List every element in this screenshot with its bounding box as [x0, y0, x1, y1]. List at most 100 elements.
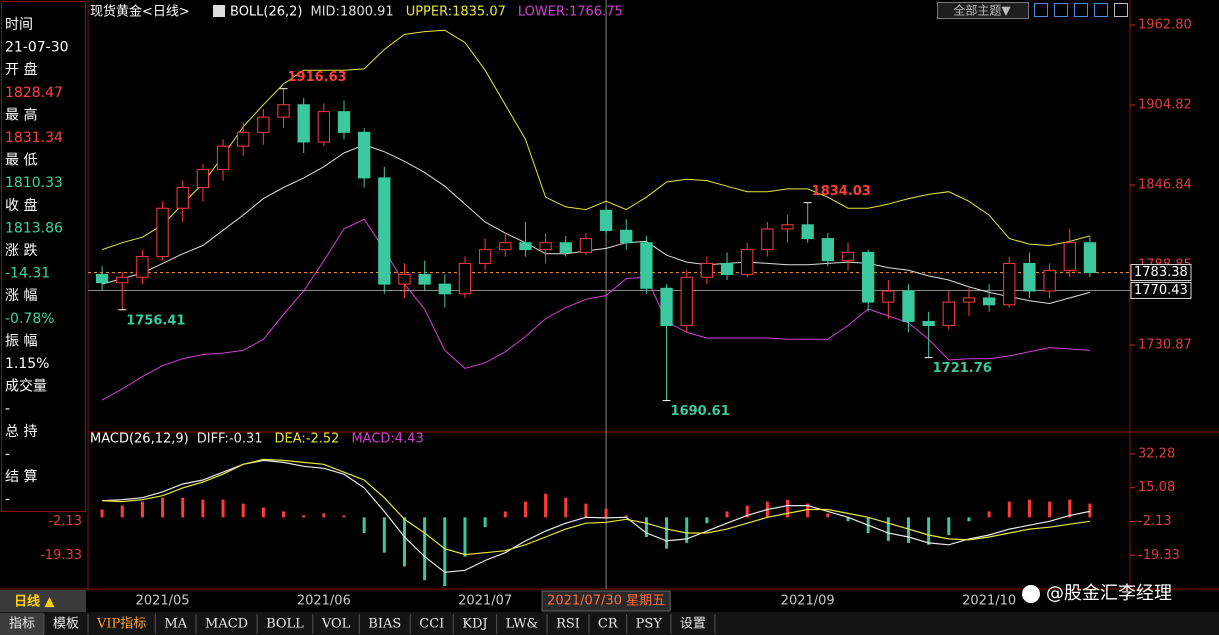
candle-body	[882, 290, 895, 303]
macd-line	[102, 459, 1091, 573]
period-button[interactable]: 日线 ▲	[14, 594, 55, 610]
y-tick-label: -19.33	[1138, 548, 1180, 563]
macd-bar	[181, 497, 185, 518]
candle-body	[358, 131, 371, 179]
y-tick-label: 1962.80	[1138, 17, 1192, 32]
macd-bar	[302, 515, 306, 518]
candle-body	[962, 297, 976, 303]
extreme-label: 1916.63	[288, 70, 347, 85]
crosshair-price: 1770.43	[1134, 283, 1188, 298]
tab[interactable]: 指标	[9, 617, 35, 632]
sidebar-value: 1828.47	[5, 85, 63, 101]
tab[interactable]: MA	[164, 617, 187, 632]
macd-bar	[947, 517, 951, 536]
candle-body	[277, 104, 290, 118]
watermark-logo	[1022, 585, 1040, 603]
candle-body	[761, 228, 774, 251]
candle-body	[1063, 242, 1076, 271]
macd-bar	[342, 515, 346, 518]
indicator-icon[interactable]	[213, 5, 225, 17]
tab-active-bg	[0, 613, 45, 635]
candle-body	[982, 297, 996, 306]
macd-bar	[786, 499, 790, 518]
sidebar-label: 收 盘	[5, 197, 37, 214]
tab[interactable]: 模板	[53, 617, 79, 632]
tab[interactable]: CCI	[419, 617, 444, 632]
theme-button-bg[interactable]	[937, 2, 1029, 19]
candle-body	[801, 224, 814, 240]
macd-bar	[322, 513, 326, 518]
sidebar-label: 结 算	[5, 469, 37, 485]
tab[interactable]: MACD	[205, 617, 248, 632]
x-tick-label: 2021/09	[781, 594, 835, 609]
tab[interactable]: VIP指标	[96, 617, 146, 632]
legend-item: MID:1800.91	[311, 5, 394, 20]
x-tick-label: 2021/10	[962, 594, 1016, 609]
sidebar-value: -	[5, 446, 10, 462]
sidebar-frame	[1, 1, 86, 512]
candle-body	[136, 256, 149, 278]
theme-button[interactable]: 全部主题▼	[953, 3, 1011, 18]
icon-settings[interactable]	[1114, 3, 1128, 17]
tab[interactable]: 设置	[680, 617, 706, 632]
macd-bar	[665, 517, 669, 549]
watermark: @股金汇李经理	[1046, 583, 1172, 604]
icon-zoom[interactable]	[1054, 3, 1068, 17]
macd-bar	[826, 513, 830, 518]
macd-bar	[564, 497, 568, 518]
macd-bar	[402, 517, 406, 567]
candle-body	[1003, 262, 1016, 306]
macd-bar	[382, 517, 386, 553]
legend-item: MACD(26,12,9)	[90, 432, 189, 447]
icon-draw[interactable]	[1094, 3, 1108, 17]
candle-body	[741, 249, 754, 275]
sidebar-label: 最 高	[5, 106, 37, 123]
candle-body	[317, 111, 330, 143]
tab[interactable]: RSI	[556, 617, 580, 632]
macd-bar	[1088, 503, 1092, 518]
candle-body	[660, 287, 673, 327]
period-button-bg[interactable]	[0, 590, 86, 612]
candle-body	[478, 249, 492, 264]
macd-bar	[503, 511, 507, 518]
macd-line	[102, 458, 1090, 556]
macd-bar	[927, 517, 931, 545]
y-tick-label: 1730.87	[1138, 338, 1192, 353]
candle-body	[539, 242, 552, 251]
toolbar-icons	[1034, 3, 1128, 17]
sidebar-label: 最 低	[5, 153, 37, 169]
tab[interactable]: KDJ	[462, 617, 487, 632]
candle-body	[902, 290, 915, 322]
crosshair-date-box	[541, 590, 671, 612]
macd-bar	[443, 517, 447, 587]
macd-bar	[100, 509, 104, 518]
tab[interactable]: LW&	[506, 617, 538, 632]
macd-bar	[221, 499, 225, 518]
tab[interactable]: VOL	[321, 617, 351, 632]
candle-body	[418, 273, 431, 285]
sidebar-value: 1813.86	[5, 220, 63, 236]
tab[interactable]: BIAS	[368, 617, 401, 632]
macd-bar	[1048, 501, 1052, 518]
candle-body	[720, 262, 734, 275]
legend-item: BOLL(26,2)	[230, 5, 303, 20]
candle-body	[1023, 262, 1036, 292]
candle-body	[458, 262, 472, 295]
macd-bar	[624, 515, 628, 518]
candle-body	[257, 116, 270, 133]
candle-body	[1083, 242, 1097, 274]
tab[interactable]: PSY	[636, 617, 663, 632]
tab[interactable]: CR	[598, 617, 619, 632]
macd-bar	[261, 507, 265, 518]
candle-body	[398, 273, 411, 285]
icon-move[interactable]	[1034, 3, 1048, 17]
candle-body	[640, 242, 653, 289]
icon-layout[interactable]	[1074, 3, 1088, 17]
candle-body	[620, 229, 633, 244]
crosshair-price-box	[1130, 281, 1192, 299]
candle-body	[438, 283, 451, 295]
legend-item: LOWER:1766.75	[518, 5, 623, 20]
sidebar-value: -	[5, 492, 10, 508]
tab[interactable]: BOLL	[266, 617, 304, 632]
candle-body	[176, 187, 189, 209]
